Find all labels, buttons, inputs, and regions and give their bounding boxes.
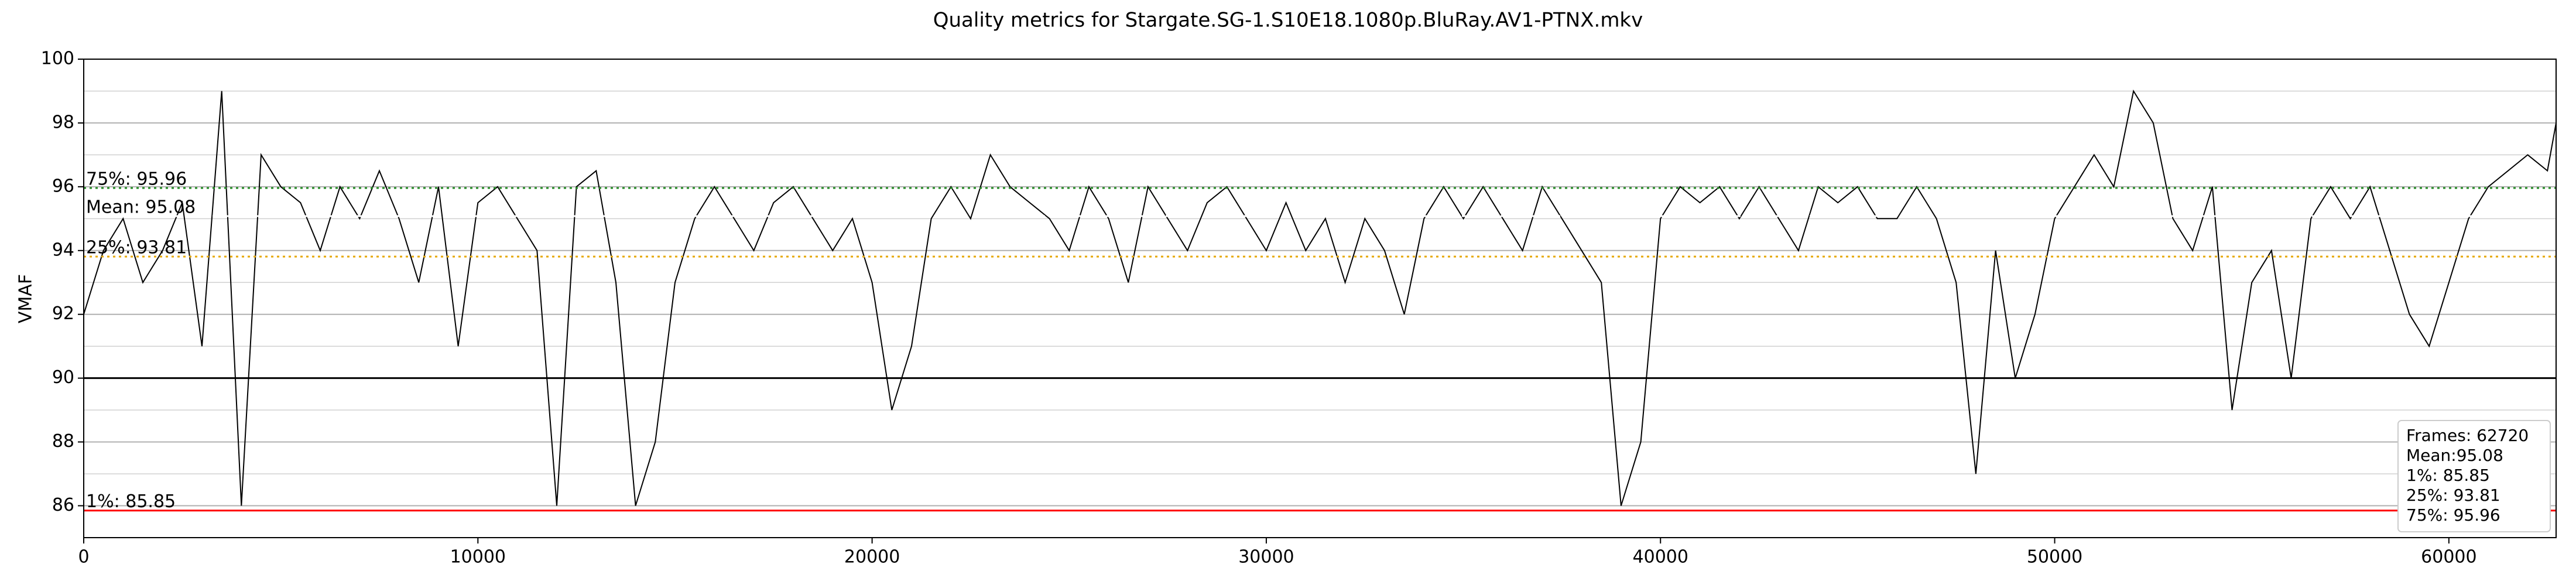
chart-title: Quality metrics for Stargate.SG-1.S10E18…: [933, 9, 1643, 32]
reference-label: 1%: 85.85: [86, 491, 176, 512]
y-tick-label: 86: [52, 495, 74, 515]
y-tick-label: 92: [52, 303, 74, 324]
reference-label: Mean: 95.08: [86, 197, 196, 217]
y-tick-label: 96: [52, 176, 74, 196]
legend-box: [2397, 420, 2551, 532]
reference-label: 25%: 93.81: [86, 238, 187, 258]
x-tick-label: 50000: [2027, 547, 2082, 568]
x-tick-label: 40000: [1633, 547, 1688, 568]
y-tick-label: 90: [52, 367, 74, 388]
y-axis-label: VMAF: [16, 274, 36, 323]
plot-frame: [83, 59, 2557, 538]
legend-text: Frames: 62720: [2406, 426, 2529, 445]
x-tick-label: 30000: [1238, 547, 1294, 568]
legend-text: 1%: 85.85: [2406, 466, 2490, 485]
legend-text: Mean:95.08: [2406, 446, 2503, 465]
legend-text: 75%: 95.96: [2406, 505, 2500, 525]
legend-text: 25%: 93.81: [2406, 486, 2500, 505]
y-tick-label: 100: [41, 49, 74, 69]
y-tick-label: 88: [52, 431, 74, 452]
x-tick-label: 0: [78, 547, 89, 568]
x-tick-label: 60000: [2421, 547, 2476, 568]
reference-label: 75%: 95.96: [86, 169, 187, 190]
x-tick-label: 10000: [450, 547, 506, 568]
data-line: [83, 89, 2557, 506]
x-tick-label: 20000: [844, 547, 900, 568]
y-tick-label: 98: [52, 112, 74, 132]
y-tick-label: 94: [52, 240, 74, 260]
